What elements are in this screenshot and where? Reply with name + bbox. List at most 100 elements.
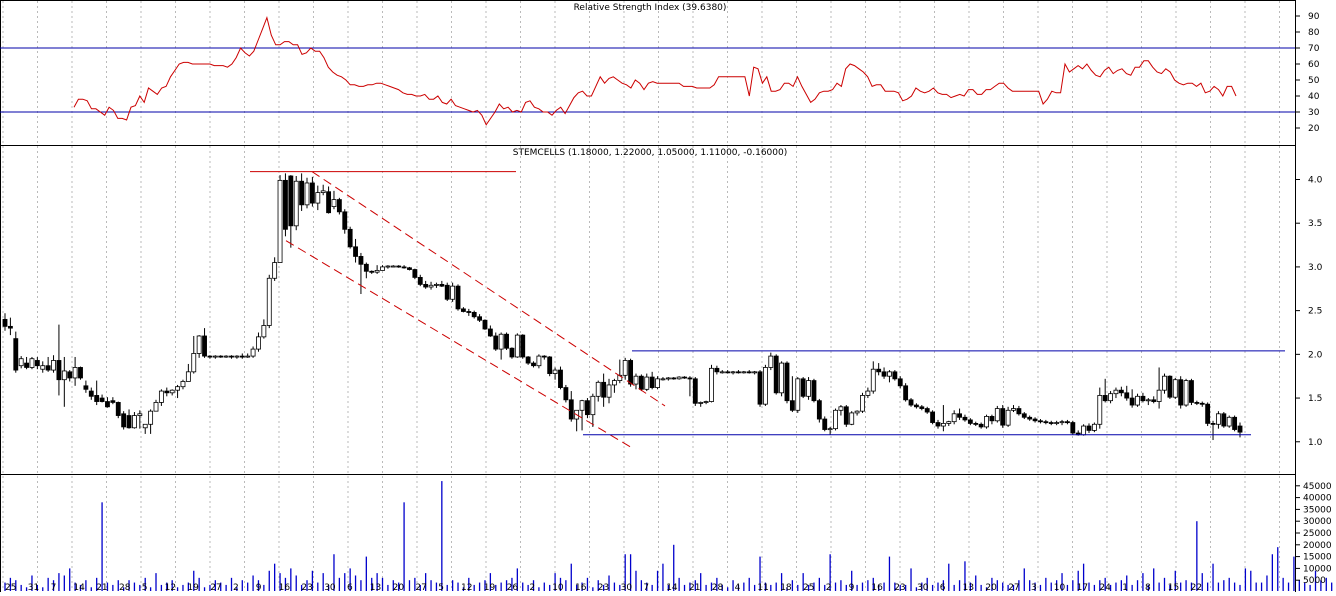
x-day-label: 27 bbox=[415, 583, 426, 592]
candlestick bbox=[665, 377, 671, 381]
candlestick bbox=[601, 373, 607, 407]
candle-body bbox=[223, 355, 229, 358]
candlestick bbox=[854, 410, 860, 416]
candle-body bbox=[239, 355, 245, 358]
candlestick bbox=[800, 377, 806, 399]
x-day-label: 5 bbox=[438, 583, 444, 592]
candle-body bbox=[288, 175, 294, 227]
candlestick bbox=[207, 355, 213, 359]
candle-body bbox=[1205, 403, 1211, 424]
candle-body bbox=[34, 360, 40, 367]
candle-body bbox=[1210, 423, 1216, 425]
candlestick bbox=[191, 335, 197, 374]
candlestick bbox=[525, 356, 531, 365]
candle-body bbox=[396, 265, 402, 268]
candlestick bbox=[504, 332, 509, 350]
candle-body bbox=[78, 367, 83, 379]
candlestick bbox=[622, 357, 628, 380]
candle-body bbox=[940, 423, 946, 427]
candle-body bbox=[229, 355, 234, 358]
candle-body bbox=[1091, 423, 1097, 431]
candle-body bbox=[40, 365, 46, 370]
candlestick bbox=[687, 376, 693, 397]
rsi-line bbox=[73, 15, 1237, 126]
candle-body bbox=[175, 386, 180, 391]
candle-body bbox=[881, 371, 887, 377]
candlestick bbox=[423, 280, 429, 289]
candlestick bbox=[989, 414, 995, 425]
candlestick bbox=[1081, 424, 1087, 436]
candlestick bbox=[1065, 419, 1070, 425]
candlestick bbox=[590, 393, 596, 427]
x-day-label: 19 bbox=[187, 583, 199, 592]
candlestick bbox=[967, 418, 973, 426]
candle-body bbox=[897, 378, 903, 387]
candlestick bbox=[887, 370, 892, 383]
candlestick bbox=[390, 265, 396, 268]
candle-body bbox=[487, 328, 493, 337]
candle-body bbox=[142, 423, 148, 429]
candle-body bbox=[363, 263, 369, 272]
axis-labels: 20 30 40 50 60 70 80 90 1.0 1.5 2.0 2.5 3.0 3.5 4.0 500… bbox=[2, 12, 1332, 596]
candle-body bbox=[714, 367, 720, 373]
candle-body bbox=[164, 390, 170, 394]
candle-body bbox=[148, 410, 154, 425]
candlestick bbox=[444, 282, 450, 302]
candlestick bbox=[2, 313, 8, 331]
candle-body bbox=[552, 369, 558, 374]
candle-body bbox=[849, 412, 855, 425]
candle-body bbox=[827, 428, 833, 431]
candlestick bbox=[83, 380, 89, 393]
candlestick bbox=[229, 355, 234, 359]
x-day-label: 31 bbox=[28, 583, 39, 592]
volume-tick-label: 5000 bbox=[1303, 576, 1326, 586]
candle-body bbox=[876, 368, 882, 373]
rsi-tick-label: 20 bbox=[1308, 124, 1320, 134]
candlestick bbox=[347, 226, 353, 249]
candle-body bbox=[304, 182, 310, 206]
candle-body bbox=[773, 355, 779, 394]
x-day-label: 2 bbox=[826, 583, 832, 592]
candle-body bbox=[638, 375, 644, 390]
candlestick bbox=[428, 281, 434, 290]
candlestick bbox=[245, 353, 251, 358]
candle-body bbox=[504, 333, 509, 349]
candlestick bbox=[304, 177, 310, 209]
candlestick bbox=[358, 252, 364, 295]
candle-body bbox=[1140, 395, 1146, 402]
x-day-label: 14 bbox=[73, 583, 85, 592]
candle-body bbox=[768, 355, 774, 368]
candle-body bbox=[94, 395, 100, 402]
x-day-label: 9 bbox=[849, 583, 855, 592]
candlestick bbox=[655, 376, 660, 390]
candlestick bbox=[509, 347, 515, 359]
candle-body bbox=[525, 356, 531, 364]
candle-body bbox=[2, 318, 8, 327]
volume-tick-label: 45000 bbox=[1303, 482, 1332, 492]
candle-body bbox=[412, 269, 418, 278]
candle-body bbox=[514, 334, 520, 358]
candle-body bbox=[913, 404, 919, 408]
x-day-label: 21 bbox=[689, 583, 700, 592]
volume-tick-label: 25000 bbox=[1303, 529, 1332, 539]
candlestick bbox=[531, 361, 536, 368]
candle-body bbox=[811, 380, 817, 402]
candle-body bbox=[115, 402, 121, 416]
candlestick bbox=[99, 394, 105, 403]
candle-body bbox=[1162, 375, 1167, 391]
candlestick bbox=[288, 175, 294, 248]
candlestick bbox=[158, 389, 164, 406]
candle-body bbox=[541, 355, 547, 358]
candlestick bbox=[1199, 401, 1205, 407]
candle-body bbox=[61, 370, 67, 381]
candle-body bbox=[29, 358, 35, 368]
candle-body bbox=[951, 413, 957, 423]
candlestick bbox=[121, 411, 127, 430]
candle-body bbox=[1021, 413, 1027, 418]
candlestick bbox=[536, 354, 542, 369]
candlestick bbox=[460, 307, 466, 313]
candle-body bbox=[272, 262, 278, 279]
candle-body bbox=[967, 419, 973, 424]
candle-body bbox=[13, 338, 19, 371]
candlestick bbox=[1194, 400, 1200, 406]
